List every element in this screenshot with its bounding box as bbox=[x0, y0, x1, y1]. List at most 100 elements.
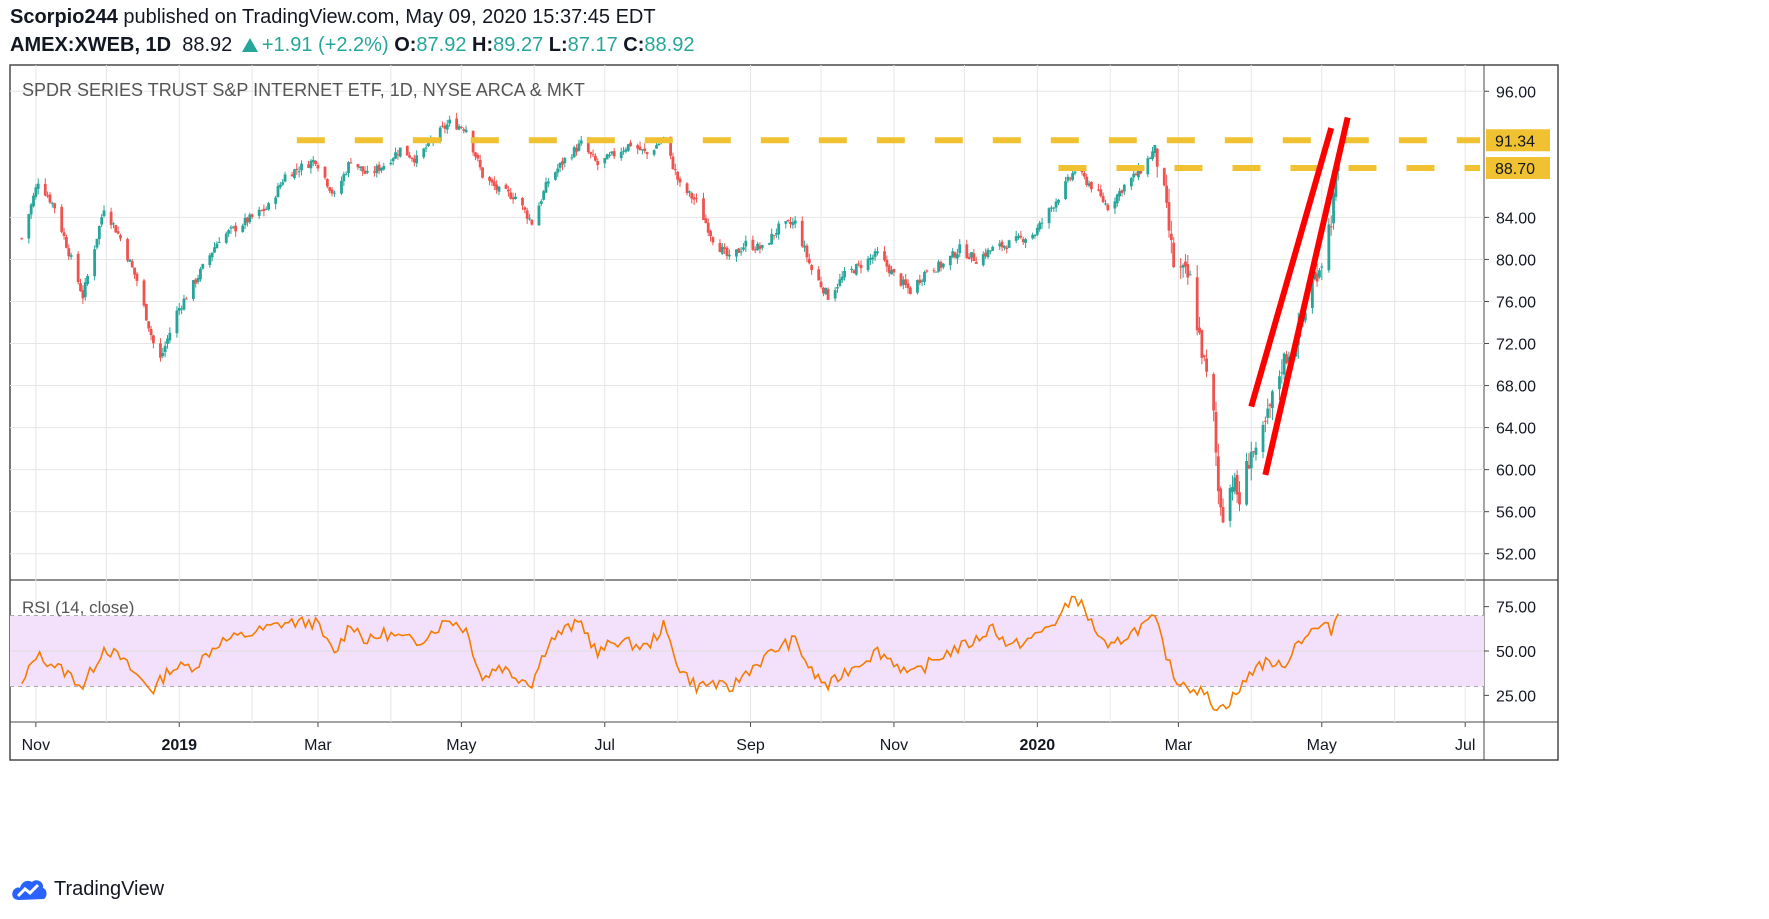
candle-body bbox=[579, 140, 583, 144]
time-tick-label: Nov bbox=[22, 737, 50, 754]
candle-body bbox=[706, 222, 710, 233]
rsi-line bbox=[21, 595, 1339, 712]
candle-body bbox=[873, 251, 877, 257]
candle-body bbox=[1216, 456, 1220, 492]
candle-body bbox=[112, 223, 115, 225]
candle-body bbox=[438, 127, 442, 142]
candle-body bbox=[394, 152, 397, 159]
candle-body bbox=[885, 259, 889, 267]
candle-body bbox=[295, 168, 299, 170]
candle-body bbox=[455, 118, 459, 130]
candle-body bbox=[83, 282, 87, 298]
candle-body bbox=[246, 217, 249, 223]
candle-body bbox=[807, 258, 811, 264]
low-label: L: bbox=[548, 34, 568, 56]
candle-body bbox=[824, 288, 828, 295]
candle-body bbox=[906, 283, 910, 289]
candle-body bbox=[293, 169, 296, 178]
candle-body bbox=[784, 221, 788, 224]
candle-body bbox=[1280, 372, 1284, 374]
candle-body bbox=[389, 162, 393, 165]
candle-body bbox=[459, 127, 463, 129]
time-tick-label: May bbox=[446, 737, 476, 754]
candle-body bbox=[1287, 356, 1291, 362]
candle-body bbox=[62, 232, 66, 236]
candle-body bbox=[1104, 203, 1107, 205]
candle-body bbox=[753, 249, 757, 251]
candle-body bbox=[892, 268, 896, 273]
candle-body bbox=[201, 264, 205, 269]
candle-body bbox=[866, 258, 870, 271]
candle-body bbox=[264, 208, 268, 210]
candle-body bbox=[817, 269, 821, 281]
candle-body bbox=[1073, 171, 1077, 174]
candle-body bbox=[596, 161, 600, 165]
open-value: 87.92 bbox=[416, 34, 467, 56]
candle-body bbox=[267, 203, 270, 210]
candle-body bbox=[182, 298, 186, 310]
tradingview-brand[interactable]: TradingView bbox=[10, 876, 164, 902]
candle-body bbox=[756, 243, 759, 251]
candle-body bbox=[857, 263, 861, 265]
last-price: 88.92 bbox=[182, 34, 233, 56]
candle-body bbox=[86, 275, 89, 285]
candle-body bbox=[102, 210, 106, 217]
candle-body bbox=[652, 150, 656, 155]
candle-body bbox=[688, 191, 691, 193]
candle-body bbox=[974, 261, 978, 264]
candle-body bbox=[725, 247, 729, 257]
price-tick-label: 52.00 bbox=[1496, 547, 1536, 564]
author-name[interactable]: Scorpio244 bbox=[10, 6, 118, 28]
candle-body bbox=[655, 145, 658, 149]
candle-body bbox=[177, 308, 181, 311]
candle-body bbox=[130, 261, 134, 268]
candle-body bbox=[377, 164, 381, 171]
candle-body bbox=[250, 214, 254, 217]
candle-body bbox=[671, 156, 675, 170]
candle-body bbox=[1219, 488, 1223, 508]
candle-body bbox=[727, 254, 731, 257]
price-tick-label: 84.00 bbox=[1496, 210, 1536, 227]
candle-body bbox=[852, 270, 856, 274]
candle-body bbox=[826, 289, 830, 300]
candle-body bbox=[144, 303, 148, 321]
candle-body bbox=[810, 265, 814, 271]
candle-body bbox=[1221, 506, 1225, 523]
candle-body bbox=[462, 129, 466, 131]
candle-body bbox=[241, 225, 245, 232]
candle-body bbox=[1134, 173, 1138, 176]
candle-body bbox=[1099, 189, 1103, 197]
candle-body bbox=[1282, 353, 1286, 375]
candle-body bbox=[1090, 181, 1093, 190]
candle-body bbox=[495, 184, 499, 190]
candle-body bbox=[410, 157, 414, 159]
candle-body bbox=[876, 251, 879, 254]
time-tick-label: Jul bbox=[1455, 737, 1475, 754]
candle-body bbox=[777, 223, 781, 235]
candle-body bbox=[916, 280, 919, 293]
candle-body bbox=[605, 154, 609, 160]
candle-body bbox=[1000, 241, 1004, 248]
candle-body bbox=[1263, 420, 1267, 422]
candle-body bbox=[774, 233, 778, 235]
candle-body bbox=[1148, 157, 1152, 159]
candle-body bbox=[1181, 265, 1185, 268]
candle-body bbox=[34, 187, 38, 197]
candle-body bbox=[739, 251, 743, 253]
candle-body bbox=[636, 145, 640, 149]
candle-body bbox=[363, 170, 367, 174]
channel-trend-line bbox=[1262, 116, 1351, 476]
price-tick-label: 56.00 bbox=[1496, 505, 1536, 522]
candle-body bbox=[391, 158, 395, 162]
candle-body bbox=[838, 279, 842, 286]
candle-body bbox=[276, 185, 280, 198]
candle-body bbox=[904, 279, 908, 286]
candle-body bbox=[869, 257, 872, 260]
candle-body bbox=[330, 189, 334, 194]
candle-body bbox=[76, 253, 80, 283]
candle-body bbox=[196, 278, 200, 282]
candle-body bbox=[1285, 354, 1288, 364]
candle-body bbox=[558, 162, 562, 168]
candle-body bbox=[612, 151, 616, 157]
